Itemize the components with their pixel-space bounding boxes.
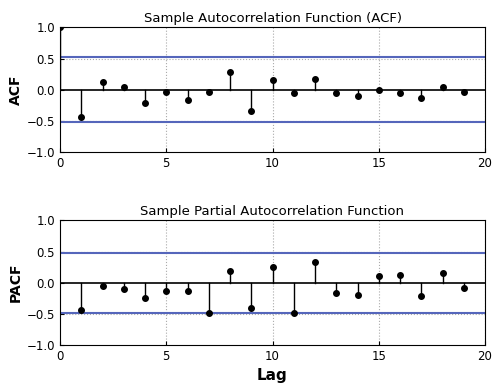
Title: Sample Partial Autocorrelation Function: Sample Partial Autocorrelation Function <box>140 205 404 218</box>
Title: Sample Autocorrelation Function (ACF): Sample Autocorrelation Function (ACF) <box>144 12 402 25</box>
Y-axis label: ACF: ACF <box>8 74 22 105</box>
X-axis label: Lag: Lag <box>257 368 288 383</box>
Y-axis label: PACF: PACF <box>8 263 22 303</box>
